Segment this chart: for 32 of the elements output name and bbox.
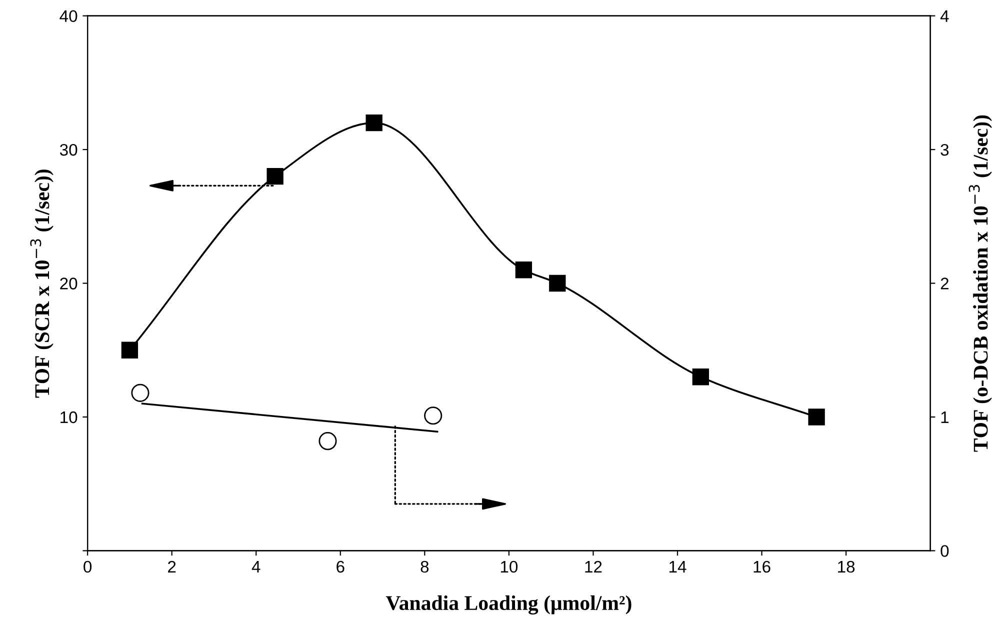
y-axis-title: TOF (SCR x 10$^{−3}$ (1/sec)) xyxy=(30,170,54,398)
x-tick-label: 0 xyxy=(84,560,92,573)
point xyxy=(424,406,442,425)
y2-tick-label: 4 xyxy=(940,10,949,22)
x-tick-label: 12 xyxy=(585,560,602,573)
y-tick-label: 40 xyxy=(60,10,78,22)
x-tick-label: 14 xyxy=(670,561,686,573)
x-axis-title: Vanadia Loading (μmol/m²) xyxy=(386,595,632,614)
point xyxy=(266,168,284,185)
y-tick-label: 20 xyxy=(60,278,78,290)
x-tick-label: 16 xyxy=(754,560,770,573)
point xyxy=(549,274,566,292)
x-tick-label: 2 xyxy=(168,560,176,573)
x-tick-label: 6 xyxy=(336,560,344,573)
point xyxy=(366,114,382,132)
point xyxy=(131,384,150,402)
y2-tick-label: 2 xyxy=(940,278,948,290)
point xyxy=(121,342,138,358)
point xyxy=(692,368,710,386)
point xyxy=(515,262,532,278)
y2-tick-label: 3 xyxy=(940,144,949,156)
y-tick-label: 30 xyxy=(60,144,78,156)
x-tick-label: 8 xyxy=(420,560,429,573)
y2-tick-label: 0 xyxy=(940,545,949,557)
y2-axis-title: TOF (o-DCB oxidation x 10$^{−3}$ (1/sec)) xyxy=(968,115,992,452)
point xyxy=(808,408,825,426)
y2-tick-label: 1 xyxy=(941,412,949,424)
y-tick-label: 10 xyxy=(60,411,78,424)
point xyxy=(318,432,337,450)
x-tick-label: 10 xyxy=(500,560,518,573)
x-tick-label: 4 xyxy=(252,561,260,573)
x-tick-label: 18 xyxy=(838,560,855,573)
